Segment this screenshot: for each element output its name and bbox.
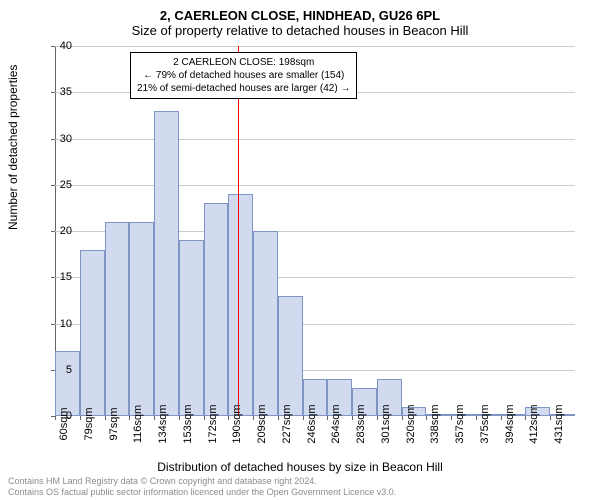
x-tick-label: 301sqm <box>380 404 392 443</box>
chart-title-main: 2, CAERLEON CLOSE, HINDHEAD, GU26 6PL <box>0 0 600 23</box>
chart-container: 2, CAERLEON CLOSE, HINDHEAD, GU26 6PL Si… <box>0 0 600 500</box>
x-tick-label: 172sqm <box>207 404 219 443</box>
footer-line-1: Contains HM Land Registry data © Crown c… <box>8 476 396 487</box>
x-tick-label: 79sqm <box>83 407 95 440</box>
x-tick-mark <box>80 416 81 420</box>
chart-title-sub: Size of property relative to detached ho… <box>0 23 600 44</box>
annotation-line: 21% of semi-detached houses are larger (… <box>137 82 350 95</box>
x-tick-label: 227sqm <box>281 404 293 443</box>
x-tick-label: 375sqm <box>479 404 491 443</box>
x-tick-mark <box>105 416 106 420</box>
histogram-bar <box>129 222 154 416</box>
histogram-bar <box>80 250 105 417</box>
x-tick-mark <box>278 416 279 420</box>
x-tick-mark <box>154 416 155 420</box>
x-tick-mark <box>253 416 254 420</box>
x-tick-mark <box>179 416 180 420</box>
x-tick-mark <box>476 416 477 420</box>
chart-footer: Contains HM Land Registry data © Crown c… <box>8 476 396 498</box>
x-tick-label: 190sqm <box>231 404 243 443</box>
x-tick-mark <box>451 416 452 420</box>
y-tick-label: 30 <box>32 133 72 145</box>
x-tick-mark <box>204 416 205 420</box>
y-axis-label: Number of detached properties <box>6 65 20 230</box>
footer-line-2: Contains OS factual public sector inform… <box>8 487 396 498</box>
y-tick-label: 25 <box>32 179 72 191</box>
x-tick-mark <box>303 416 304 420</box>
x-tick-label: 97sqm <box>108 407 120 440</box>
x-tick-mark <box>402 416 403 420</box>
y-tick-label: 20 <box>32 225 72 237</box>
histogram-bar <box>179 240 204 416</box>
x-tick-mark <box>327 416 328 420</box>
annotation-line: ← 79% of detached houses are smaller (15… <box>137 69 350 82</box>
x-tick-label: 116sqm <box>132 405 144 443</box>
y-tick-label: 5 <box>32 364 72 376</box>
x-tick-mark <box>377 416 378 420</box>
y-tick-label: 15 <box>32 271 72 283</box>
y-tick-label: 10 <box>32 318 72 330</box>
annotation-box: 2 CAERLEON CLOSE: 198sqm← 79% of detache… <box>130 52 357 99</box>
x-tick-label: 134sqm <box>157 404 169 443</box>
x-tick-label: 60sqm <box>58 407 70 440</box>
x-tick-label: 320sqm <box>405 404 417 443</box>
annotation-title: 2 CAERLEON CLOSE: 198sqm <box>137 56 350 69</box>
x-tick-mark <box>501 416 502 420</box>
x-tick-mark <box>129 416 130 420</box>
x-tick-mark <box>525 416 526 420</box>
x-tick-mark <box>352 416 353 420</box>
x-tick-label: 209sqm <box>256 404 268 443</box>
x-tick-label: 246sqm <box>306 404 318 443</box>
y-tick-label: 35 <box>32 86 72 98</box>
y-tick-label: 40 <box>32 40 72 52</box>
x-tick-label: 412sqm <box>528 404 540 443</box>
x-tick-label: 357sqm <box>454 404 466 443</box>
histogram-bar <box>204 203 229 416</box>
histogram-bar <box>55 351 80 416</box>
gridline <box>55 185 575 186</box>
x-tick-label: 153sqm <box>182 404 194 443</box>
histogram-bar <box>154 111 179 416</box>
histogram-bar <box>105 222 130 416</box>
x-tick-label: 431sqm <box>553 404 565 443</box>
plot-area: 2 CAERLEON CLOSE: 198sqm← 79% of detache… <box>55 46 575 416</box>
x-tick-label: 283sqm <box>355 404 367 443</box>
x-tick-label: 264sqm <box>330 404 342 443</box>
x-tick-mark <box>228 416 229 420</box>
histogram-bar <box>228 194 253 416</box>
x-tick-mark <box>426 416 427 420</box>
histogram-bar <box>253 231 278 416</box>
x-tick-label: 394sqm <box>504 404 516 443</box>
marker-line <box>238 46 239 416</box>
x-tick-label: 338sqm <box>429 404 441 443</box>
x-axis-label: Distribution of detached houses by size … <box>0 460 600 474</box>
histogram-bar <box>278 296 303 416</box>
gridline <box>55 46 575 47</box>
x-tick-mark <box>550 416 551 420</box>
gridline <box>55 139 575 140</box>
